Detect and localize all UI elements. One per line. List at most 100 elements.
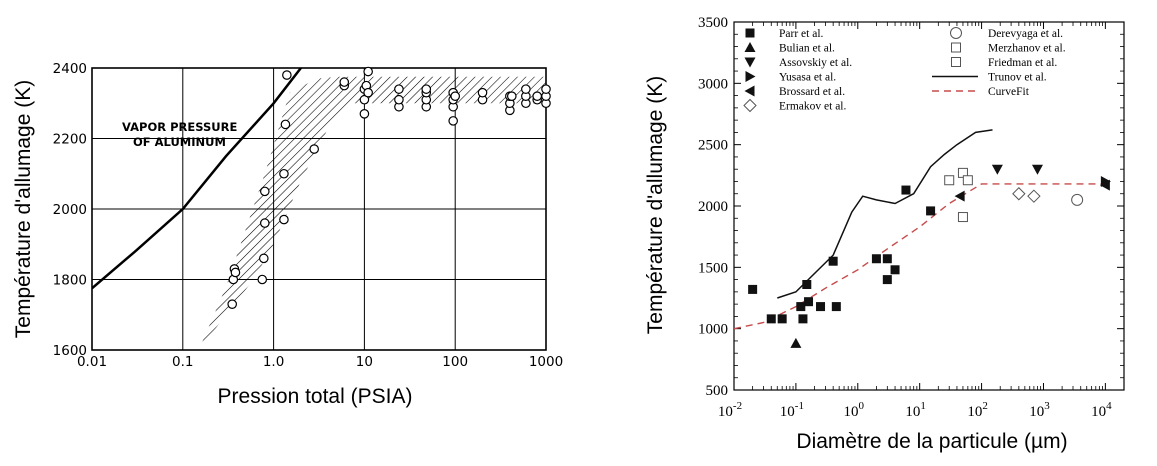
right-point-parr-et-al [798, 314, 808, 324]
right-line-trunov-et-al [777, 129, 993, 299]
right-point-parr-et-al [796, 302, 806, 312]
legend-label-bulian-et-al: Bulian et al. [779, 43, 835, 55]
left-data-point [359, 109, 370, 119]
right-x-tick-label: 103 [1029, 400, 1050, 420]
left-data-point [280, 119, 291, 130]
left-y-tick-label: 2000 [53, 202, 87, 218]
right-x-tick-label: 101 [905, 400, 926, 420]
left-y-tick-label: 2200 [53, 132, 87, 148]
left-data-points [227, 66, 551, 309]
legend-swatch-merzhanov-et-al [951, 42, 961, 53]
right-curves [734, 129, 1106, 330]
right-line-curvefit [734, 183, 1106, 330]
right-x-tick-label: 10-2 [718, 400, 742, 420]
left-x-tick-label: 100 [442, 354, 468, 370]
right-point-friedman-et-al [957, 212, 968, 223]
right-y-tick-label: 500 [706, 383, 729, 399]
right-x-axis-label: Diamètre de la particule (µm) [796, 430, 1067, 453]
left-x-tick-label: 1000 [529, 354, 563, 370]
left-y-tick-label: 1600 [53, 343, 87, 359]
right-point-parr-et-al [802, 280, 812, 290]
left-band-area [198, 76, 546, 350]
right-y-axis-label: Température d'allumage (K) [644, 76, 667, 334]
legend-label-ermakov-et-al: Ermakov et al. [779, 101, 847, 113]
left-annotation-line-1: VAPOR PRESSURE [122, 120, 237, 134]
left-data-point [309, 144, 320, 154]
right-y-tick-label: 2000 [698, 199, 728, 215]
right-chart: Parr et al. Bulian et al. Assovskiy et al.… [644, 15, 1125, 453]
legend-label-brossard-et-al: Brossard et al. [779, 86, 845, 98]
left-data-point [363, 87, 373, 98]
left-data-point [394, 94, 404, 105]
right-x-tick-label: 100 [844, 400, 865, 420]
left-y-tick-labels: 1600 1800 2000 2200 2400 [53, 61, 87, 359]
left-x-axis-label: Pression total (PSIA) [218, 385, 413, 408]
legend-label-parr-et-al: Parr et al. [779, 28, 824, 40]
legend-swatch-yusasa-et-al [745, 71, 756, 82]
left-data-point [506, 91, 517, 101]
left-data-point [227, 299, 238, 309]
legend-swatch-bulian-et-al [744, 42, 756, 52]
right-point-parr-et-al [901, 185, 911, 195]
right-point-parr-et-al [882, 275, 892, 285]
left-data-point [279, 214, 289, 225]
legend-label-trunov-et-al: Trunov et al. [988, 72, 1047, 84]
legend-swatch-derevyaga-et-al [950, 27, 962, 39]
left-data-point [450, 91, 460, 101]
right-point-ermakov-et-al [1012, 187, 1026, 201]
legend-label-yusasa-et-al: Yusasa et al. [779, 72, 836, 84]
legend-swatch-friedman-et-al [951, 57, 961, 67]
left-data-point [259, 253, 269, 264]
legend-label-friedman-et-al: Friedman et al. [988, 57, 1057, 69]
left-data-point [260, 186, 270, 197]
right-data-points [748, 164, 1111, 348]
right-x-tick-labels: 10-2 10-1 100 101 102 103 104 [718, 400, 1112, 420]
legend-swatch-assovskiy-et-al [744, 57, 756, 68]
legend-label-assovskiy-et-al: Assovskiy et al. [779, 57, 852, 69]
right-point-merzhanov-et-al [962, 175, 973, 186]
left-x-tick-label: 0.01 [77, 354, 107, 370]
right-y-tick-label: 1500 [698, 260, 728, 276]
right-axis-ticks [733, 21, 1125, 391]
right-y-tick-label: 2500 [698, 138, 728, 154]
left-data-point [260, 218, 270, 228]
right-point-parr-et-al [816, 302, 826, 312]
left-data-point [532, 91, 543, 101]
left-data-point [363, 66, 373, 77]
left-data-point [421, 84, 432, 94]
left-annotation-line-2: OF ALUMINUM [133, 135, 226, 149]
right-point-parr-et-al [890, 265, 900, 275]
left-shaded-band [198, 76, 546, 350]
right-y-tick-label: 1000 [698, 322, 728, 338]
right-point-assovskiy-et-al [1031, 164, 1043, 175]
left-vapor-pressure-curve [92, 68, 302, 290]
left-data-point [541, 84, 551, 94]
right-point-brossard-et-al [1099, 179, 1110, 191]
legend-label-curvefit: CurveFit [988, 86, 1030, 98]
left-x-tick-label: 10 [356, 354, 373, 370]
left-plot-frame [91, 67, 547, 351]
left-y-axis-label: Température d'allumage (K) [12, 80, 35, 338]
legend-swatch-parr-et-al [745, 28, 755, 38]
right-point-parr-et-al [804, 297, 814, 307]
right-legend: Parr et al. Bulian et al. Assovskiy et al.… [743, 27, 1066, 113]
left-chart: 0.01 0.1 1.0 10 100 1000 1600 1800 2000 2200 2400… [12, 61, 563, 408]
left-data-point [279, 168, 289, 179]
right-point-parr-et-al [766, 314, 776, 324]
left-data-point [477, 87, 488, 98]
right-point-parr-et-al [828, 256, 838, 266]
right-point-parr-et-al [777, 314, 787, 324]
left-data-point [282, 70, 292, 80]
right-point-parr-et-al [882, 254, 892, 264]
right-x-tick-label: 10-1 [780, 400, 804, 420]
left-y-tick-label: 1800 [53, 273, 87, 289]
right-point-parr-et-al [926, 206, 936, 216]
left-data-point [521, 84, 531, 94]
right-y-tick-label: 3000 [698, 76, 728, 92]
left-x-tick-label: 0.1 [172, 354, 193, 370]
right-point-merzhanov-et-al [944, 175, 955, 186]
right-point-parr-et-al [831, 302, 841, 312]
left-data-point [448, 116, 458, 126]
right-point-parr-et-al [748, 284, 758, 294]
